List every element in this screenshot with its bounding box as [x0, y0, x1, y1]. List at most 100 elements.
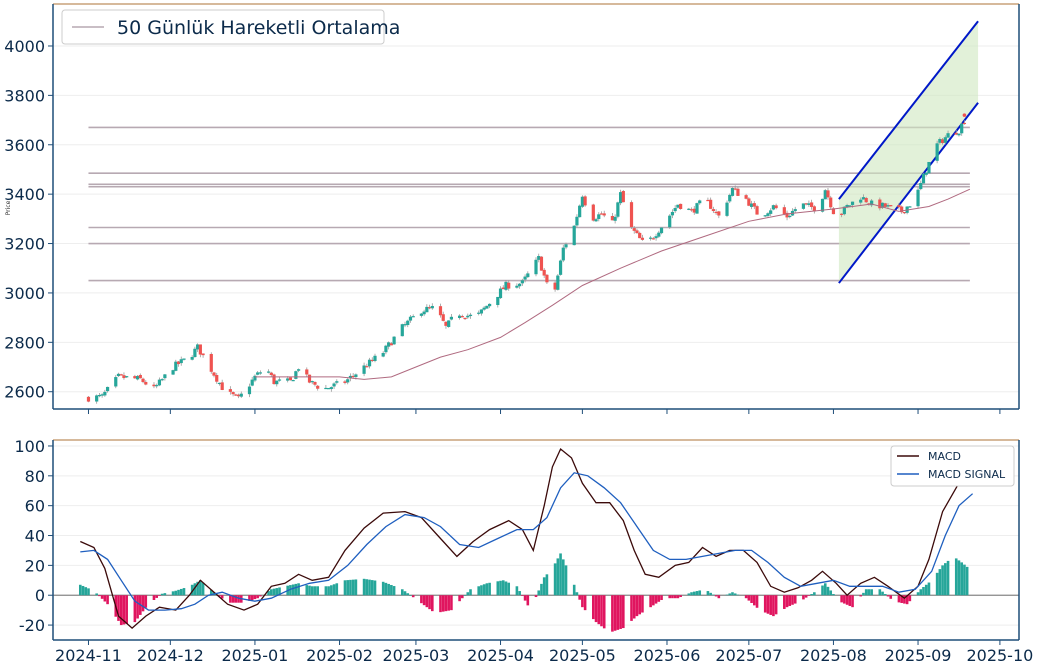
histogram-bar-negative: [889, 595, 893, 599]
histogram-bar-negative: [461, 595, 464, 599]
histogram-bar-positive: [690, 592, 693, 596]
candle-down: [234, 394, 238, 396]
candle-up: [801, 203, 806, 209]
candle-down: [220, 382, 224, 391]
candle-up: [698, 200, 702, 204]
histogram-bar-negative: [717, 595, 721, 599]
histogram-bar-positive: [501, 580, 505, 596]
candle-up: [384, 345, 388, 353]
histogram-bar-positive: [324, 586, 328, 596]
candle-up: [924, 172, 928, 175]
candle-down: [900, 206, 904, 213]
histogram-bar-positive: [957, 560, 961, 596]
histogram-bar-positive: [698, 590, 702, 596]
moving-average-line: [254, 188, 971, 380]
candle-up: [310, 381, 314, 383]
histogram-bar-positive: [81, 585, 85, 596]
candle-up: [673, 208, 677, 212]
price-y-tick-label: 3000: [4, 284, 45, 303]
candle-up: [348, 375, 353, 379]
histogram-bar-positive: [515, 586, 519, 596]
candle-up: [537, 256, 541, 260]
histogram-bar-negative: [117, 595, 120, 621]
candle-up: [927, 161, 931, 174]
candle-up: [114, 377, 118, 387]
candle-up: [654, 236, 658, 239]
histogram-bar-negative: [791, 595, 794, 605]
candle-up: [367, 359, 372, 367]
histogram-bar-negative: [903, 595, 906, 604]
candle-up: [916, 189, 920, 207]
macd-x-tick-label: 2025-04: [467, 646, 534, 665]
histogram-bar-positive: [354, 579, 358, 596]
histogram-bar-negative: [259, 595, 262, 597]
histogram-bar-negative: [447, 595, 450, 611]
histogram-bar-negative: [152, 595, 156, 600]
histogram-bar-positive: [267, 591, 270, 596]
candle-up: [657, 232, 661, 237]
candle-down: [940, 139, 945, 144]
histogram-bar-negative: [411, 595, 415, 598]
candle-up: [171, 370, 175, 375]
candle-up: [670, 211, 675, 216]
candle-down: [804, 203, 808, 205]
candle-down: [228, 389, 232, 392]
candle-up: [286, 378, 290, 381]
histogram-bar-positive: [346, 580, 350, 596]
candle-up: [769, 210, 773, 214]
histogram-bar-positive: [390, 584, 393, 596]
histogram-bar-negative: [250, 595, 254, 600]
candle-up: [886, 205, 890, 207]
candle-down: [640, 237, 645, 240]
histogram-bar-negative: [641, 595, 644, 613]
candle-up: [182, 358, 186, 360]
candle-up: [291, 380, 295, 382]
candle-down: [545, 274, 549, 283]
histogram-bar-negative: [774, 595, 778, 615]
histogram-bar-positive: [196, 581, 199, 596]
candle-up: [354, 374, 358, 377]
histogram-bar-positive: [387, 583, 390, 596]
candle-down: [635, 230, 639, 234]
histogram-bar-positive: [867, 589, 871, 596]
candle-down: [365, 366, 369, 368]
histogram-bar-negative: [594, 595, 598, 623]
histogram-bar-positive: [270, 589, 273, 596]
histogram-bar-positive: [488, 582, 491, 596]
histogram-bar-negative: [785, 595, 789, 608]
histogram-bar-negative: [630, 595, 633, 621]
candle-down: [305, 369, 309, 375]
histogram-bar-positive: [941, 565, 944, 596]
candle-down: [651, 238, 655, 240]
candle-down: [152, 384, 156, 387]
candle-up: [482, 307, 486, 310]
candle-up: [618, 192, 623, 204]
histogram-bar-positive: [327, 586, 330, 596]
histogram-bar-positive: [384, 582, 388, 596]
candle-up: [730, 188, 735, 196]
macd-line: [80, 447, 971, 629]
candle-up: [793, 209, 797, 212]
candle-up: [403, 324, 407, 326]
histogram-bar-negative: [673, 595, 677, 599]
histogram-bar-positive: [731, 592, 734, 596]
candle-up: [135, 376, 140, 380]
candle-up: [466, 315, 470, 318]
candle-up: [103, 391, 107, 396]
candle-down: [810, 202, 814, 207]
histogram-bar-positive: [310, 586, 314, 596]
histogram-bar-negative: [431, 595, 434, 612]
candle-up: [250, 379, 254, 386]
candle-down: [711, 209, 715, 212]
candle-up: [488, 303, 492, 307]
histogram-bar-negative: [597, 595, 601, 625]
candle-down: [86, 396, 91, 402]
candle-up: [125, 376, 129, 378]
histogram-bar-positive: [463, 595, 467, 596]
histogram-bar-negative: [848, 595, 852, 606]
candle-down: [831, 208, 836, 215]
histogram-bar-positive: [351, 579, 355, 596]
macd-x-tick-label: 2025-07: [715, 646, 782, 665]
histogram-bar-positive: [540, 583, 543, 596]
